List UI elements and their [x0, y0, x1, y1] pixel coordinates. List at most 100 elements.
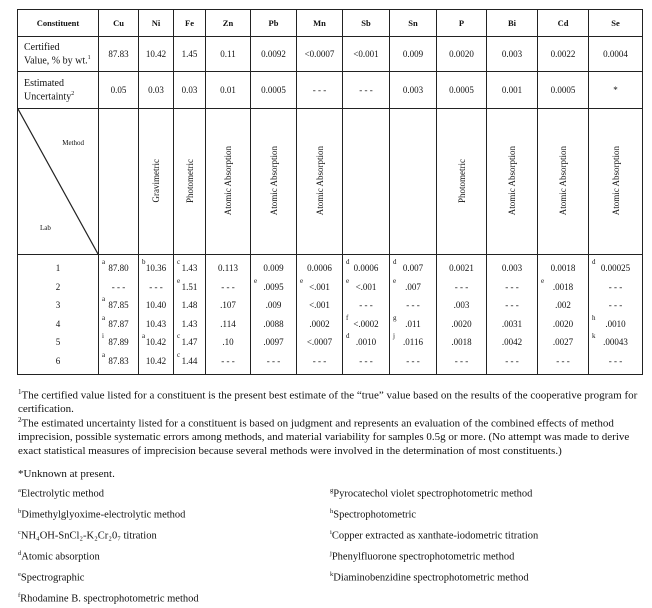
- method-cell: [389, 108, 437, 255]
- value-text: <.0002: [353, 318, 379, 329]
- label-line: Estimated: [24, 77, 64, 89]
- value-text: 87.80: [108, 263, 129, 274]
- lab-value: .114: [205, 314, 251, 333]
- uncertainty-label: Estimated Uncertainty2: [17, 71, 99, 109]
- uncertainty-value: 0.0005: [537, 71, 589, 109]
- value-text: .0095: [263, 281, 284, 292]
- column-header: P: [436, 9, 487, 37]
- lab-value: k .00043: [588, 332, 643, 352]
- certified-value: 0.003: [486, 36, 538, 72]
- method-note: bDimethylglyoxime-electrolytic method: [18, 503, 199, 524]
- lab-value: 10.43: [138, 314, 174, 333]
- footnote-mark: 2: [18, 416, 22, 424]
- note-mark: d: [18, 550, 22, 557]
- note-text: Rhodamine B. spectrophotometric method: [20, 593, 199, 605]
- lab-row: 3 a 87.85 10.40 1.48 .107 .009 <.001 - - - - - -.…: [17, 295, 643, 315]
- method-superscript: e: [393, 276, 397, 285]
- uncertainty-value: - - -: [342, 71, 390, 109]
- note-mark: b: [18, 508, 22, 515]
- value-text: .0018: [552, 281, 574, 292]
- lab-value: .0027: [537, 333, 589, 352]
- footnote-text: The certified value listed for a constit…: [18, 389, 638, 416]
- uncertainty-value: 0.03: [173, 71, 206, 109]
- certified-row: Certified Value, % by wt.1 87.83 10.42 1.45 0…: [17, 36, 643, 72]
- certified-value: 0.009: [389, 36, 437, 72]
- value-text: - - -: [454, 281, 469, 292]
- note-text: Spectrophotometric: [333, 509, 417, 521]
- method-superscript: f: [346, 313, 349, 322]
- lab-value: - - -: [342, 296, 390, 315]
- note-text: Atomic absorption: [21, 551, 100, 563]
- value-text: - - -: [608, 281, 623, 292]
- value-text: 0.009: [263, 263, 284, 274]
- lab-value: .0020: [436, 314, 487, 333]
- value-text: <.001: [355, 281, 377, 292]
- label-line: Uncertainty: [24, 91, 72, 103]
- method-superscript: a: [102, 258, 106, 266]
- method-superscript: a: [142, 332, 146, 340]
- lab-value: 1.43: [173, 314, 206, 333]
- lab-value: .10: [205, 333, 251, 352]
- method-name: Photometric: [184, 158, 195, 203]
- value-text: 87.89: [108, 337, 129, 348]
- lab-number: 1: [17, 254, 99, 278]
- value-text: 87.87: [108, 318, 129, 329]
- value-text: <.001: [309, 300, 330, 311]
- value-text: 10.42: [145, 337, 167, 348]
- value-text: 0.003: [501, 263, 523, 274]
- certification-table: Constituent Cu Ni Fe Zn Pb Mn Sb Sn P Bi Cd Se Certif…: [17, 9, 643, 375]
- method-superscript: a: [102, 350, 106, 359]
- footnote-2: 2The estimated uncertainty listed for a …: [18, 414, 643, 458]
- method-superscript: e: [541, 276, 545, 285]
- certified-value: 0.11: [205, 36, 251, 72]
- lab-value: .009: [250, 296, 297, 315]
- lab-value: - - -: [389, 351, 437, 375]
- value-text: .0042: [501, 337, 523, 348]
- value-text: 1.44: [181, 355, 198, 366]
- value-text: .0020: [552, 318, 574, 329]
- method-superscript: e: [177, 276, 181, 285]
- method-superscript: c: [177, 332, 181, 340]
- value-text: 1.43: [181, 318, 198, 329]
- lab-value: 0.113: [205, 254, 251, 278]
- lab-row: 5 i 87.89 a 10.42 c 1.47.10.0097 <.0007 d .0010 j.…: [17, 332, 643, 352]
- lab-value: 10.42: [138, 351, 174, 375]
- method-name: Atomic Absorption: [223, 145, 233, 216]
- note-mark: j: [330, 550, 332, 557]
- uncertainty-value: 0.03: [138, 71, 174, 109]
- lab-row: 6 a 87.83 10.42 c 1.44 - - - - - - - - - - - - - -…: [17, 350, 643, 375]
- method-superscript: e: [254, 276, 258, 285]
- value-text: - - -: [454, 355, 469, 366]
- lab-value: d 0.00025: [588, 254, 643, 278]
- method-superscript: a: [102, 295, 106, 303]
- column-header: Se: [588, 9, 643, 37]
- lab-number: 5: [17, 333, 99, 352]
- lab-value: <.0007: [296, 333, 343, 352]
- lab-value: - - -: [436, 351, 487, 375]
- header-row: Constituent Cu Ni Fe Zn Pb Mn Sb Sn P Bi Cd Se: [17, 9, 643, 37]
- method-superscript: i: [102, 332, 104, 340]
- method-superscript: c: [177, 258, 181, 266]
- method-name: Atomic Absorption: [558, 145, 568, 216]
- value-text: - - -: [406, 355, 420, 366]
- uncertainty-value: 0.0005: [250, 71, 297, 109]
- lab-value: c 1.47: [173, 332, 206, 352]
- method-cell: Photometric: [436, 108, 487, 255]
- certified-label: Certified Value, % by wt.1: [17, 36, 99, 72]
- method-superscript: h: [592, 313, 596, 322]
- column-header: Pb: [250, 9, 297, 37]
- value-text: .10: [222, 337, 234, 348]
- value-text: 0.0006: [307, 263, 332, 274]
- value-text: .0116: [403, 337, 423, 348]
- method-cell: Atomic Absorption: [205, 108, 251, 255]
- lab-value: - - -: [486, 351, 538, 375]
- column-header: Ni: [138, 9, 174, 37]
- value-text: - - -: [608, 355, 623, 366]
- method-note: dAtomic absorption: [18, 545, 199, 566]
- uncertainty-value: *: [588, 71, 643, 109]
- uncertainty-value: 0.0005: [436, 71, 487, 109]
- method-name: Gravimetric: [151, 158, 161, 203]
- lab-value: e .0095: [250, 276, 297, 296]
- lab-value: - - -: [389, 296, 437, 315]
- method-cell: Atomic Absorption: [588, 108, 643, 255]
